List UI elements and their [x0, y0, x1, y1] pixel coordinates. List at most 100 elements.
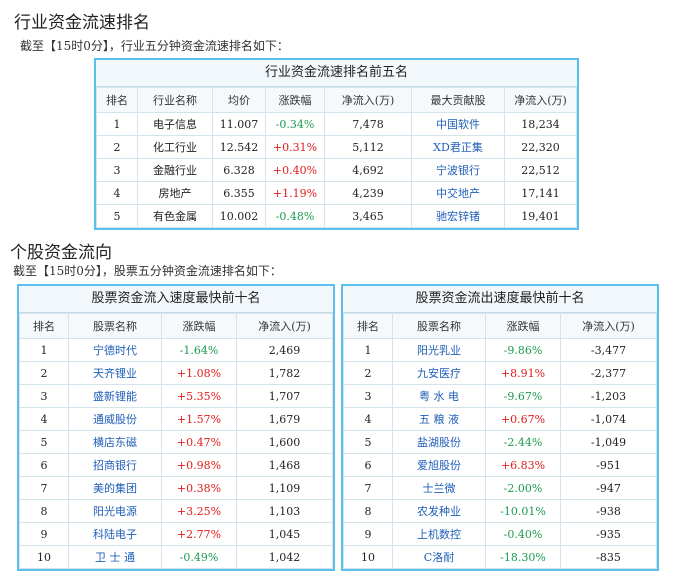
outflow-row: 8 农发种业 -10.01% -938	[343, 499, 657, 523]
stock-name-link[interactable]: 九安医疗	[392, 361, 486, 385]
net-inflow-cell: 4,239	[324, 181, 412, 205]
inflow-ranking-table: 股票资金流入速度最快前十名 排名 股票名称 涨跌幅 净流入(万) 1 宁德时代 -1…	[17, 284, 335, 571]
inflow-row: 1 宁德时代 -1.64% 2,469	[19, 338, 333, 362]
section-title-stocks: 个股资金流向	[10, 243, 112, 263]
stock-name-link[interactable]: 盛新锂能	[68, 384, 162, 408]
stock-name-link[interactable]: 横店东磁	[68, 430, 162, 454]
industry-row: 2 化工行业 12.542 +0.31% 5,112 XD君正集 22,320	[96, 135, 577, 159]
stock-name-link[interactable]: 通威股份	[68, 407, 162, 431]
rank-cell: 3	[96, 158, 138, 182]
net-inflow-cell: 2,469	[236, 338, 333, 362]
stock-name-link[interactable]: 宁德时代	[68, 338, 162, 362]
industry-name-cell: 房地产	[137, 181, 213, 205]
rank-cell: 9	[343, 522, 393, 546]
change-cell: +8.91%	[485, 361, 561, 385]
outflow-ranking-table: 股票资金流出速度最快前十名 排名 股票名称 涨跌幅 净流入(万) 1 阳光乳业 -9…	[341, 284, 659, 571]
stock-name-link[interactable]: 士兰微	[392, 476, 486, 500]
stocks-subtitle: 截至【15时0分】，股票五分钟资金流速排名如下：	[13, 264, 282, 278]
inflow-row: 6 招商银行 +0.98% 1,468	[19, 453, 333, 477]
rank-cell: 7	[19, 476, 69, 500]
net-inflow-cell: -1,203	[560, 384, 657, 408]
rank-cell: 2	[96, 135, 138, 159]
industry-subtitle: 截至【15时0分】，行业五分钟资金流速排名如下：	[20, 39, 289, 53]
stock-name-link[interactable]: 天齐锂业	[68, 361, 162, 385]
change-cell: +0.67%	[485, 407, 561, 431]
outflow-row: 5 盐湖股份 -2.44% -1,049	[343, 430, 657, 454]
top-stock-link[interactable]: XD君正集	[411, 135, 505, 159]
stock-name-link[interactable]: 科陆电子	[68, 522, 162, 546]
col-change: 涨跌幅	[265, 87, 325, 113]
col-change: 涨跌幅	[485, 313, 561, 339]
stock-name-link[interactable]: 农发种业	[392, 499, 486, 523]
change-cell: -9.86%	[485, 338, 561, 362]
stock-name-link[interactable]: 爱旭股份	[392, 453, 486, 477]
industry-name-cell: 化工行业	[137, 135, 213, 159]
change-cell: +0.98%	[161, 453, 237, 477]
col-net-inflow: 净流入(万)	[560, 313, 657, 339]
net-inflow-cell: 1,468	[236, 453, 333, 477]
net-inflow-cell: 1,782	[236, 361, 333, 385]
top-stock-link[interactable]: 宁波银行	[411, 158, 505, 182]
inflow-row: 4 通威股份 +1.57% 1,679	[19, 407, 333, 431]
top-stock-link[interactable]: 中国软件	[411, 112, 505, 136]
top-stock-link[interactable]: 驰宏锌锗	[411, 204, 505, 228]
rank-cell: 4	[19, 407, 69, 431]
net-inflow-cell: 4,692	[324, 158, 412, 182]
stock-name-link[interactable]: 卫 士 通	[68, 545, 162, 569]
change-cell: +2.77%	[161, 522, 237, 546]
change-cell: -0.48%	[265, 204, 325, 228]
rank-cell: 10	[19, 545, 69, 569]
change-cell: +3.25%	[161, 499, 237, 523]
stock-name-link[interactable]: 美的集团	[68, 476, 162, 500]
industry-header-row: 排名 行业名称 均价 涨跌幅 净流入(万) 最大贡献股 净流入(万)	[96, 87, 577, 113]
col-top-inflow: 净流入(万)	[504, 87, 577, 113]
change-cell: -9.67%	[485, 384, 561, 408]
rank-cell: 4	[343, 407, 393, 431]
col-stock-name: 股票名称	[392, 313, 486, 339]
change-cell: -10.01%	[485, 499, 561, 523]
rank-cell: 6	[343, 453, 393, 477]
change-cell: +0.31%	[265, 135, 325, 159]
industry-ranking-table: 行业资金流速排名前五名 排名 行业名称 均价 涨跌幅 净流入(万) 最大贡献股 …	[94, 58, 579, 230]
top-stock-link[interactable]: 中交地产	[411, 181, 505, 205]
col-net-inflow: 净流入(万)	[236, 313, 333, 339]
avg-price-cell: 11.007	[212, 112, 266, 136]
industry-name-cell: 金融行业	[137, 158, 213, 182]
stock-name-link[interactable]: 阳光乳业	[392, 338, 486, 362]
net-inflow-cell: 1,103	[236, 499, 333, 523]
stock-name-link[interactable]: 招商银行	[68, 453, 162, 477]
avg-price-cell: 6.328	[212, 158, 266, 182]
rank-cell: 10	[343, 545, 393, 569]
stock-name-link[interactable]: C洛耐	[392, 545, 486, 569]
net-inflow-cell: -1,049	[560, 430, 657, 454]
stock-name-link[interactable]: 盐湖股份	[392, 430, 486, 454]
rank-cell: 4	[96, 181, 138, 205]
industry-row: 5 有色金属 10.002 -0.48% 3,465 驰宏锌锗 19,401	[96, 204, 577, 228]
net-inflow-cell: -3,477	[560, 338, 657, 362]
stock-name-link[interactable]: 上机数控	[392, 522, 486, 546]
industry-row: 1 电子信息 11.007 -0.34% 7,478 中国软件 18,234	[96, 112, 577, 136]
inflow-row: 5 横店东磁 +0.47% 1,600	[19, 430, 333, 454]
col-rank: 排名	[19, 313, 69, 339]
outflow-row: 6 爱旭股份 +6.83% -951	[343, 453, 657, 477]
rank-cell: 5	[96, 204, 138, 228]
change-cell: -18.30%	[485, 545, 561, 569]
industry-table-caption: 行业资金流速排名前五名	[96, 60, 577, 87]
change-cell: -2.00%	[485, 476, 561, 500]
col-change: 涨跌幅	[161, 313, 237, 339]
inflow-header-row: 排名 股票名称 涨跌幅 净流入(万)	[19, 313, 333, 339]
change-cell: -2.44%	[485, 430, 561, 454]
change-cell: +6.83%	[485, 453, 561, 477]
net-inflow-cell: -935	[560, 522, 657, 546]
net-inflow-cell: 1,109	[236, 476, 333, 500]
change-cell: -1.64%	[161, 338, 237, 362]
net-inflow-cell: -1,074	[560, 407, 657, 431]
stock-name-link[interactable]: 五 粮 液	[392, 407, 486, 431]
stock-name-link[interactable]: 粤 水 电	[392, 384, 486, 408]
net-inflow-cell: 1,707	[236, 384, 333, 408]
change-cell: +1.08%	[161, 361, 237, 385]
net-inflow-cell: -951	[560, 453, 657, 477]
col-avg-price: 均价	[212, 87, 266, 113]
stock-name-link[interactable]: 阳光电源	[68, 499, 162, 523]
